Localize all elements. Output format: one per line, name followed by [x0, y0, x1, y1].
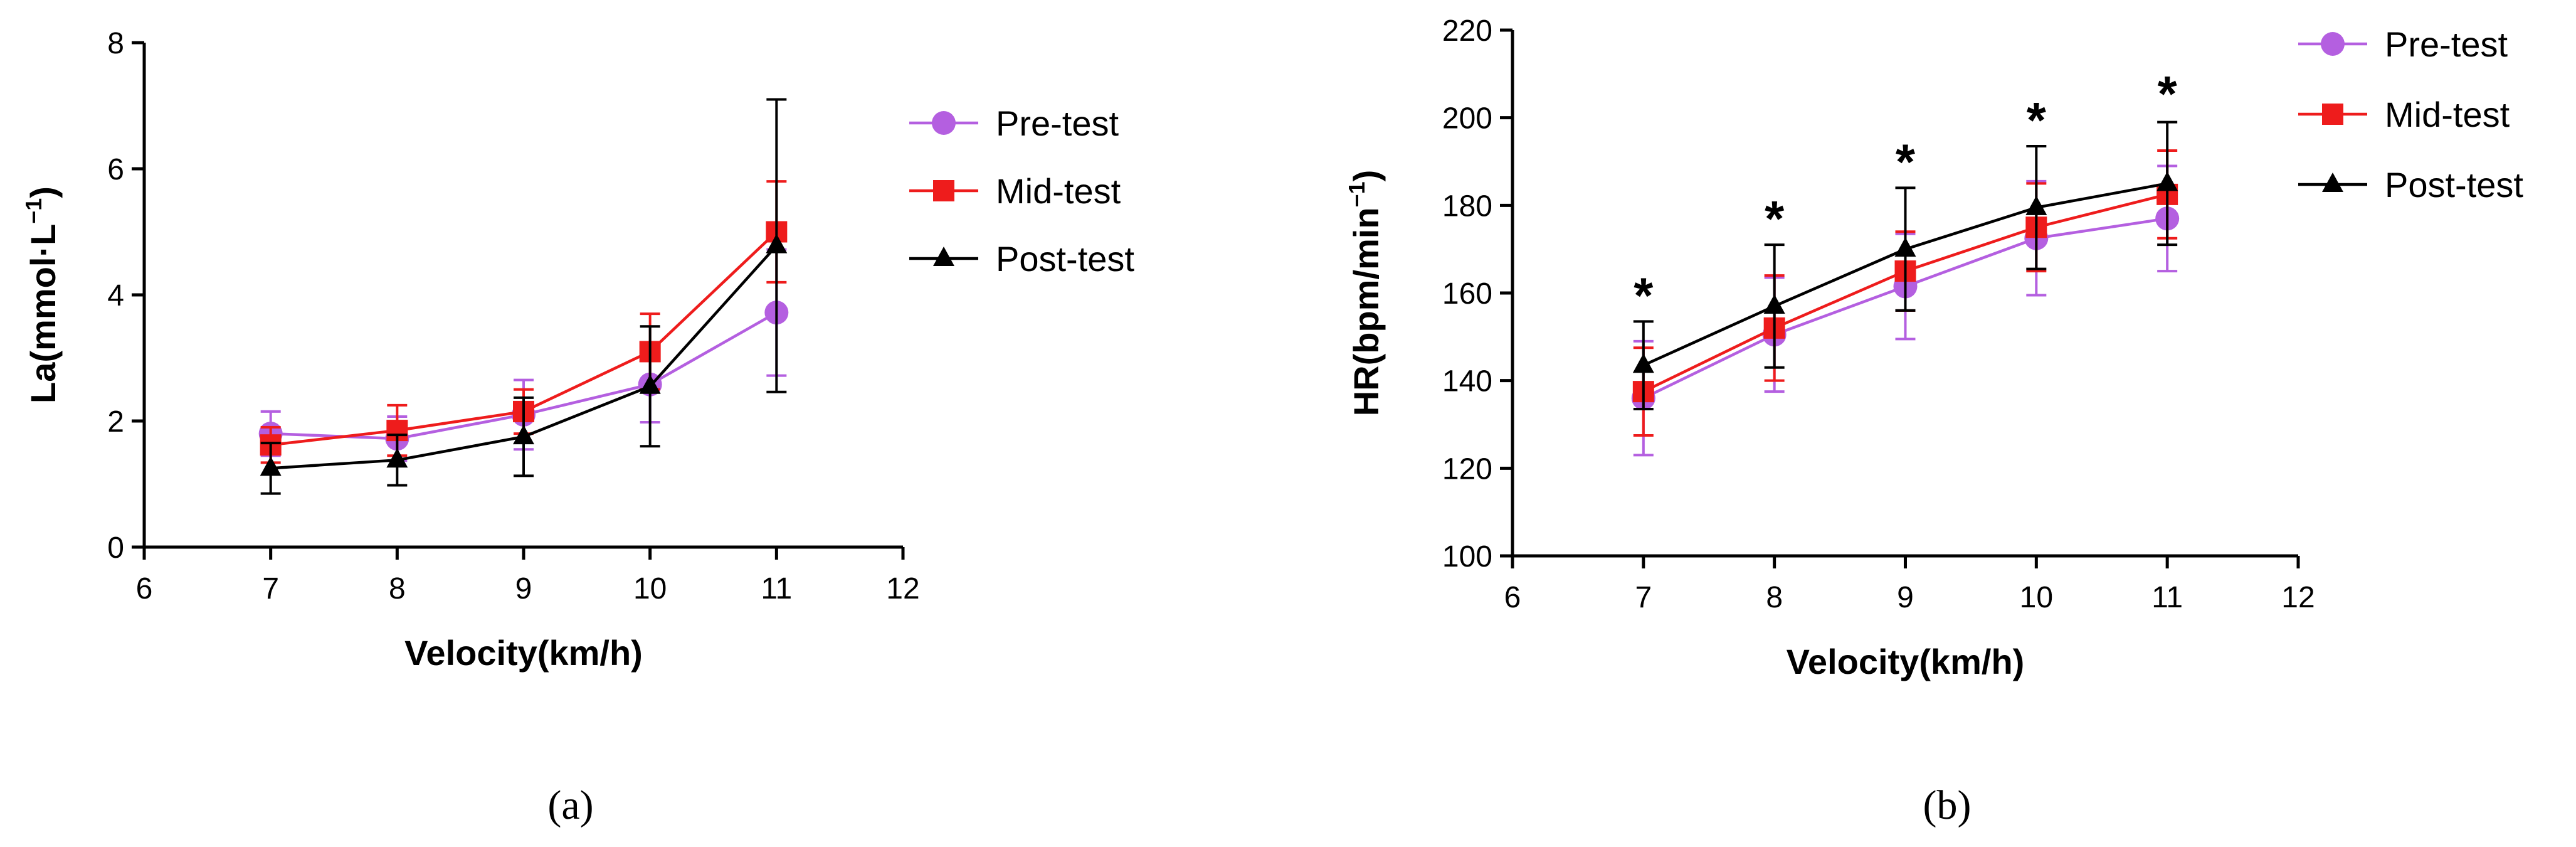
y-tick-label: 100: [1442, 540, 1492, 573]
series-post-test: [260, 98, 788, 495]
x-tick-label: 9: [515, 572, 532, 605]
x-tick-label: 12: [2281, 581, 2315, 614]
series-post-test: [1632, 120, 2178, 411]
legend-label: Post-test: [2385, 165, 2523, 205]
x-tick-label: 10: [2020, 581, 2053, 614]
significance-asterisk: *: [2027, 92, 2047, 148]
x-axis-title: Velocity(km/h): [1787, 642, 2025, 681]
legend-label: Post-test: [996, 239, 1134, 279]
y-tick-label: 140: [1442, 365, 1492, 398]
legend-item-mid-test: Mid-test: [2298, 95, 2510, 134]
y-axis-title: HR(bpm/min−1): [1344, 170, 1386, 417]
significance-asterisk: *: [1765, 191, 1785, 247]
x-tick-label: 6: [136, 572, 153, 605]
y-axis-title-main: La(mmol·L: [23, 224, 63, 403]
legend-marker: [2322, 104, 2343, 125]
y-axis-title-close: ): [1346, 170, 1386, 182]
data-point: [386, 448, 408, 468]
data-point: [260, 456, 282, 476]
significance-asterisk: *: [1896, 134, 1916, 189]
y-tick-label: 6: [107, 153, 124, 186]
panel-caption: (b): [1923, 782, 1972, 828]
data-point: [1632, 353, 1654, 373]
legend-label: Pre-test: [996, 104, 1119, 143]
y-tick-label: 8: [107, 27, 124, 60]
x-axis-title: Velocity(km/h): [404, 633, 643, 673]
x-tick-label: 8: [389, 572, 406, 605]
chart-a-la: 0 2 4 6 8 6 7 8 9 10 11 12 Velocity(km/h) La(mmol·L−1…: [21, 27, 1134, 828]
x-tick-label: 6: [1504, 581, 1521, 614]
legend-marker: [933, 247, 954, 266]
panel-caption: (a): [547, 782, 593, 828]
y-tick-label: 120: [1442, 452, 1492, 486]
y-axis-title-superscript: −1: [21, 198, 46, 224]
x-tick-label: 10: [633, 572, 667, 605]
x-tick-label: 7: [1635, 581, 1652, 614]
legend-label: Mid-test: [2385, 95, 2510, 134]
y-tick-label: 0: [107, 531, 124, 565]
significance-asterisk: *: [2158, 66, 2178, 122]
data-point: [513, 425, 534, 445]
y-axis-title-main: HR(bpm/min: [1346, 207, 1386, 416]
legend-marker: [932, 111, 956, 135]
y-tick-label: 200: [1442, 102, 1492, 136]
legend-marker: [2322, 173, 2343, 192]
legend-label: Mid-test: [996, 171, 1121, 211]
data-point: [2156, 171, 2178, 191]
x-tick-label: 8: [1766, 581, 1783, 614]
y-tick-label: 160: [1442, 277, 1492, 311]
y-axis-title: La(mmol·L−1): [21, 186, 63, 403]
legend-item-mid-test: Mid-test: [909, 171, 1121, 211]
x-tick-label: 9: [1897, 581, 1914, 614]
data-point: [639, 374, 661, 394]
y-axis-title-superscript: −1: [1344, 181, 1370, 207]
x-tick-label: 7: [262, 572, 279, 605]
y-tick-label: 220: [1442, 14, 1492, 48]
x-tick-label: 11: [2151, 581, 2183, 614]
y-tick-label: 4: [107, 279, 124, 312]
data-point: [1894, 237, 1916, 257]
data-point: [766, 233, 788, 253]
data-point: [2025, 195, 2047, 215]
legend-item-post-test: Post-test: [909, 239, 1134, 279]
chart-b-hr: 100 120 140 160 180 200 220 6 7 8 9 10 11 12 Velocity(…: [1344, 14, 2523, 828]
legend-item-post-test: Post-test: [2298, 165, 2523, 205]
x-tick-label: 12: [886, 572, 919, 605]
y-tick-label: 180: [1442, 189, 1492, 223]
significance-asterisk: *: [1634, 267, 1654, 323]
data-point: [1763, 294, 1785, 314]
legend-marker: [933, 180, 954, 201]
legend-marker: [2321, 32, 2345, 56]
legend-item-pre-test: Pre-test: [909, 104, 1119, 143]
y-tick-label: 2: [107, 405, 124, 439]
legend-item-pre-test: Pre-test: [2298, 24, 2508, 64]
x-tick-label: 11: [761, 572, 792, 605]
legend-label: Pre-test: [2385, 24, 2508, 64]
y-axis-title-close: ): [23, 186, 63, 198]
